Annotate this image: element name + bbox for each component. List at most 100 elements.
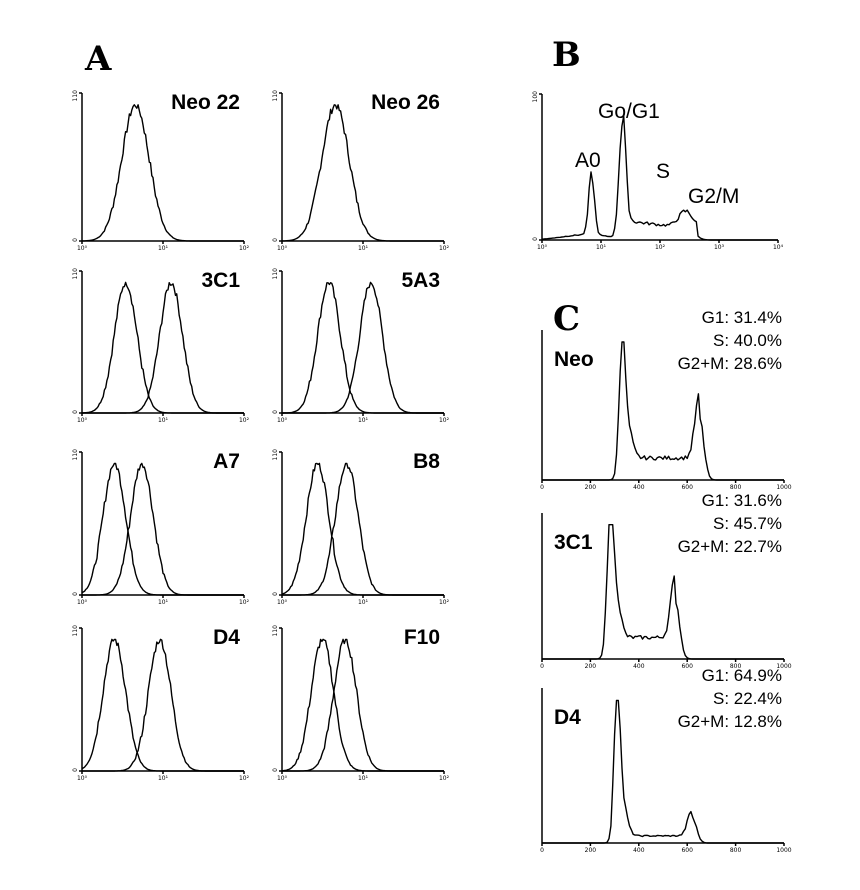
x-tick-label: 10¹ [358, 417, 369, 424]
histogram-trace [82, 104, 244, 242]
phase-percentage: S: 40.0% [713, 331, 782, 350]
phase-percentage: G1: 31.6% [702, 491, 782, 510]
x-tick-label: 10³ [714, 244, 725, 251]
x-tick-label: 200 [585, 847, 597, 854]
x-tick-label: 10⁰ [277, 599, 288, 606]
x-tick-label: 200 [585, 663, 597, 670]
x-tick-label: 10² [439, 599, 450, 606]
cell-cycle-trace [541, 115, 778, 241]
x-tick-label: 10¹ [158, 775, 169, 782]
histogram-trace [281, 638, 444, 772]
x-tick-label: 10² [239, 775, 250, 782]
phase-annotation: A0 [575, 149, 601, 172]
x-tick-label: 0 [540, 847, 544, 854]
histogram-trace [82, 638, 244, 772]
histogram-trace [82, 282, 244, 414]
x-tick-label: 10⁰ [77, 599, 88, 606]
phase-percentage: G2+M: 12.8% [678, 712, 782, 731]
y-tick-label: 110 [272, 268, 279, 280]
phase-percentage: G2+M: 28.6% [678, 354, 782, 373]
panel-letter-a: A [84, 39, 112, 79]
x-tick-label: 1000 [776, 847, 791, 854]
x-tick-label: 0 [540, 484, 544, 491]
x-tick-label: 10⁰ [77, 775, 88, 782]
x-tick-label: 10⁰ [277, 775, 288, 782]
histogram-trace [81, 462, 244, 596]
y-tick-label: 110 [72, 625, 79, 637]
x-tick-label: 10² [439, 775, 450, 782]
dna-content-trace [542, 341, 784, 481]
x-tick-label: 10¹ [158, 599, 169, 606]
phase-percentage: G2+M: 22.7% [678, 537, 782, 556]
histogram-title: D4 [554, 706, 581, 729]
y-tick-label: 0 [272, 592, 279, 596]
x-tick-label: 10⁰ [77, 417, 88, 424]
histogram-title: 3C1 [554, 531, 593, 554]
x-tick-label: 0 [540, 663, 544, 670]
x-tick-label: 1000 [776, 484, 791, 491]
histogram-trace [282, 282, 444, 414]
x-tick-label: 1000 [776, 663, 791, 670]
histogram-title: D4 [213, 626, 240, 649]
x-tick-label: 10⁰ [277, 417, 288, 424]
dna-content-trace [542, 524, 784, 660]
histogram-title: A7 [213, 450, 240, 473]
phase-percentage: S: 22.4% [713, 689, 782, 708]
phase-percentage: G1: 31.4% [702, 308, 782, 327]
x-tick-label: 10⁰ [537, 244, 548, 251]
x-tick-label: 10¹ [358, 599, 369, 606]
histogram-trace [281, 462, 444, 596]
x-tick-label: 10² [239, 417, 250, 424]
x-tick-label: 10² [655, 244, 666, 251]
x-tick-label: 10¹ [596, 244, 607, 251]
x-tick-label: 800 [730, 663, 742, 670]
x-tick-label: 10¹ [358, 245, 369, 252]
panel-letter-c: C [553, 299, 580, 339]
phase-annotation: G2/M [688, 185, 739, 208]
x-tick-label: 600 [681, 484, 693, 491]
x-tick-label: 600 [681, 663, 693, 670]
histogram-title: 3C1 [201, 269, 240, 292]
x-tick-label: 800 [730, 484, 742, 491]
histogram-title: 5A3 [401, 269, 440, 292]
dna-content-trace [542, 699, 784, 844]
histogram-title: Neo 26 [371, 91, 440, 114]
x-tick-label: 10¹ [158, 245, 169, 252]
x-tick-label: 10¹ [158, 417, 169, 424]
x-tick-label: 10¹ [358, 775, 369, 782]
x-tick-label: 800 [730, 847, 742, 854]
x-tick-label: 10⁰ [77, 245, 88, 252]
y-tick-label: 0 [272, 768, 279, 772]
x-tick-label: 10⁰ [277, 245, 288, 252]
y-tick-label: 0 [72, 768, 79, 772]
y-tick-label: 110 [272, 449, 279, 461]
y-tick-label: 110 [272, 90, 279, 102]
x-tick-label: 10² [439, 245, 450, 252]
y-tick-label: 110 [72, 268, 79, 280]
histogram-trace [81, 638, 244, 772]
x-tick-label: 200 [585, 484, 597, 491]
y-tick-label: 0 [532, 237, 539, 241]
histogram-title: F10 [404, 626, 440, 649]
x-tick-label: 400 [633, 847, 645, 854]
histogram-plots: 10⁰ 10¹ 10² 0 110 Neo 22 10⁰ 10¹ 10² 0 110 Neo 26 10… [72, 90, 792, 854]
phase-annotation: S [656, 160, 670, 183]
x-tick-label: 10² [239, 599, 250, 606]
x-tick-label: 400 [633, 484, 645, 491]
y-tick-label: 110 [272, 625, 279, 637]
phase-percentage: G1: 64.9% [702, 666, 782, 685]
histogram-title: B8 [413, 450, 440, 473]
histogram-title: Neo [554, 348, 594, 371]
histogram-trace [82, 462, 244, 596]
histogram-trace [282, 281, 444, 414]
x-tick-label: 10⁴ [773, 244, 784, 251]
y-tick-label: 0 [72, 410, 79, 414]
histogram-trace [82, 281, 244, 414]
y-tick-label: 110 [72, 90, 79, 102]
y-tick-label: 0 [72, 238, 79, 242]
phase-annotation: Go/G1 [598, 100, 660, 123]
histogram-trace [282, 104, 444, 242]
panel-letter-b: B [552, 35, 581, 75]
y-tick-label: 100 [532, 91, 539, 103]
